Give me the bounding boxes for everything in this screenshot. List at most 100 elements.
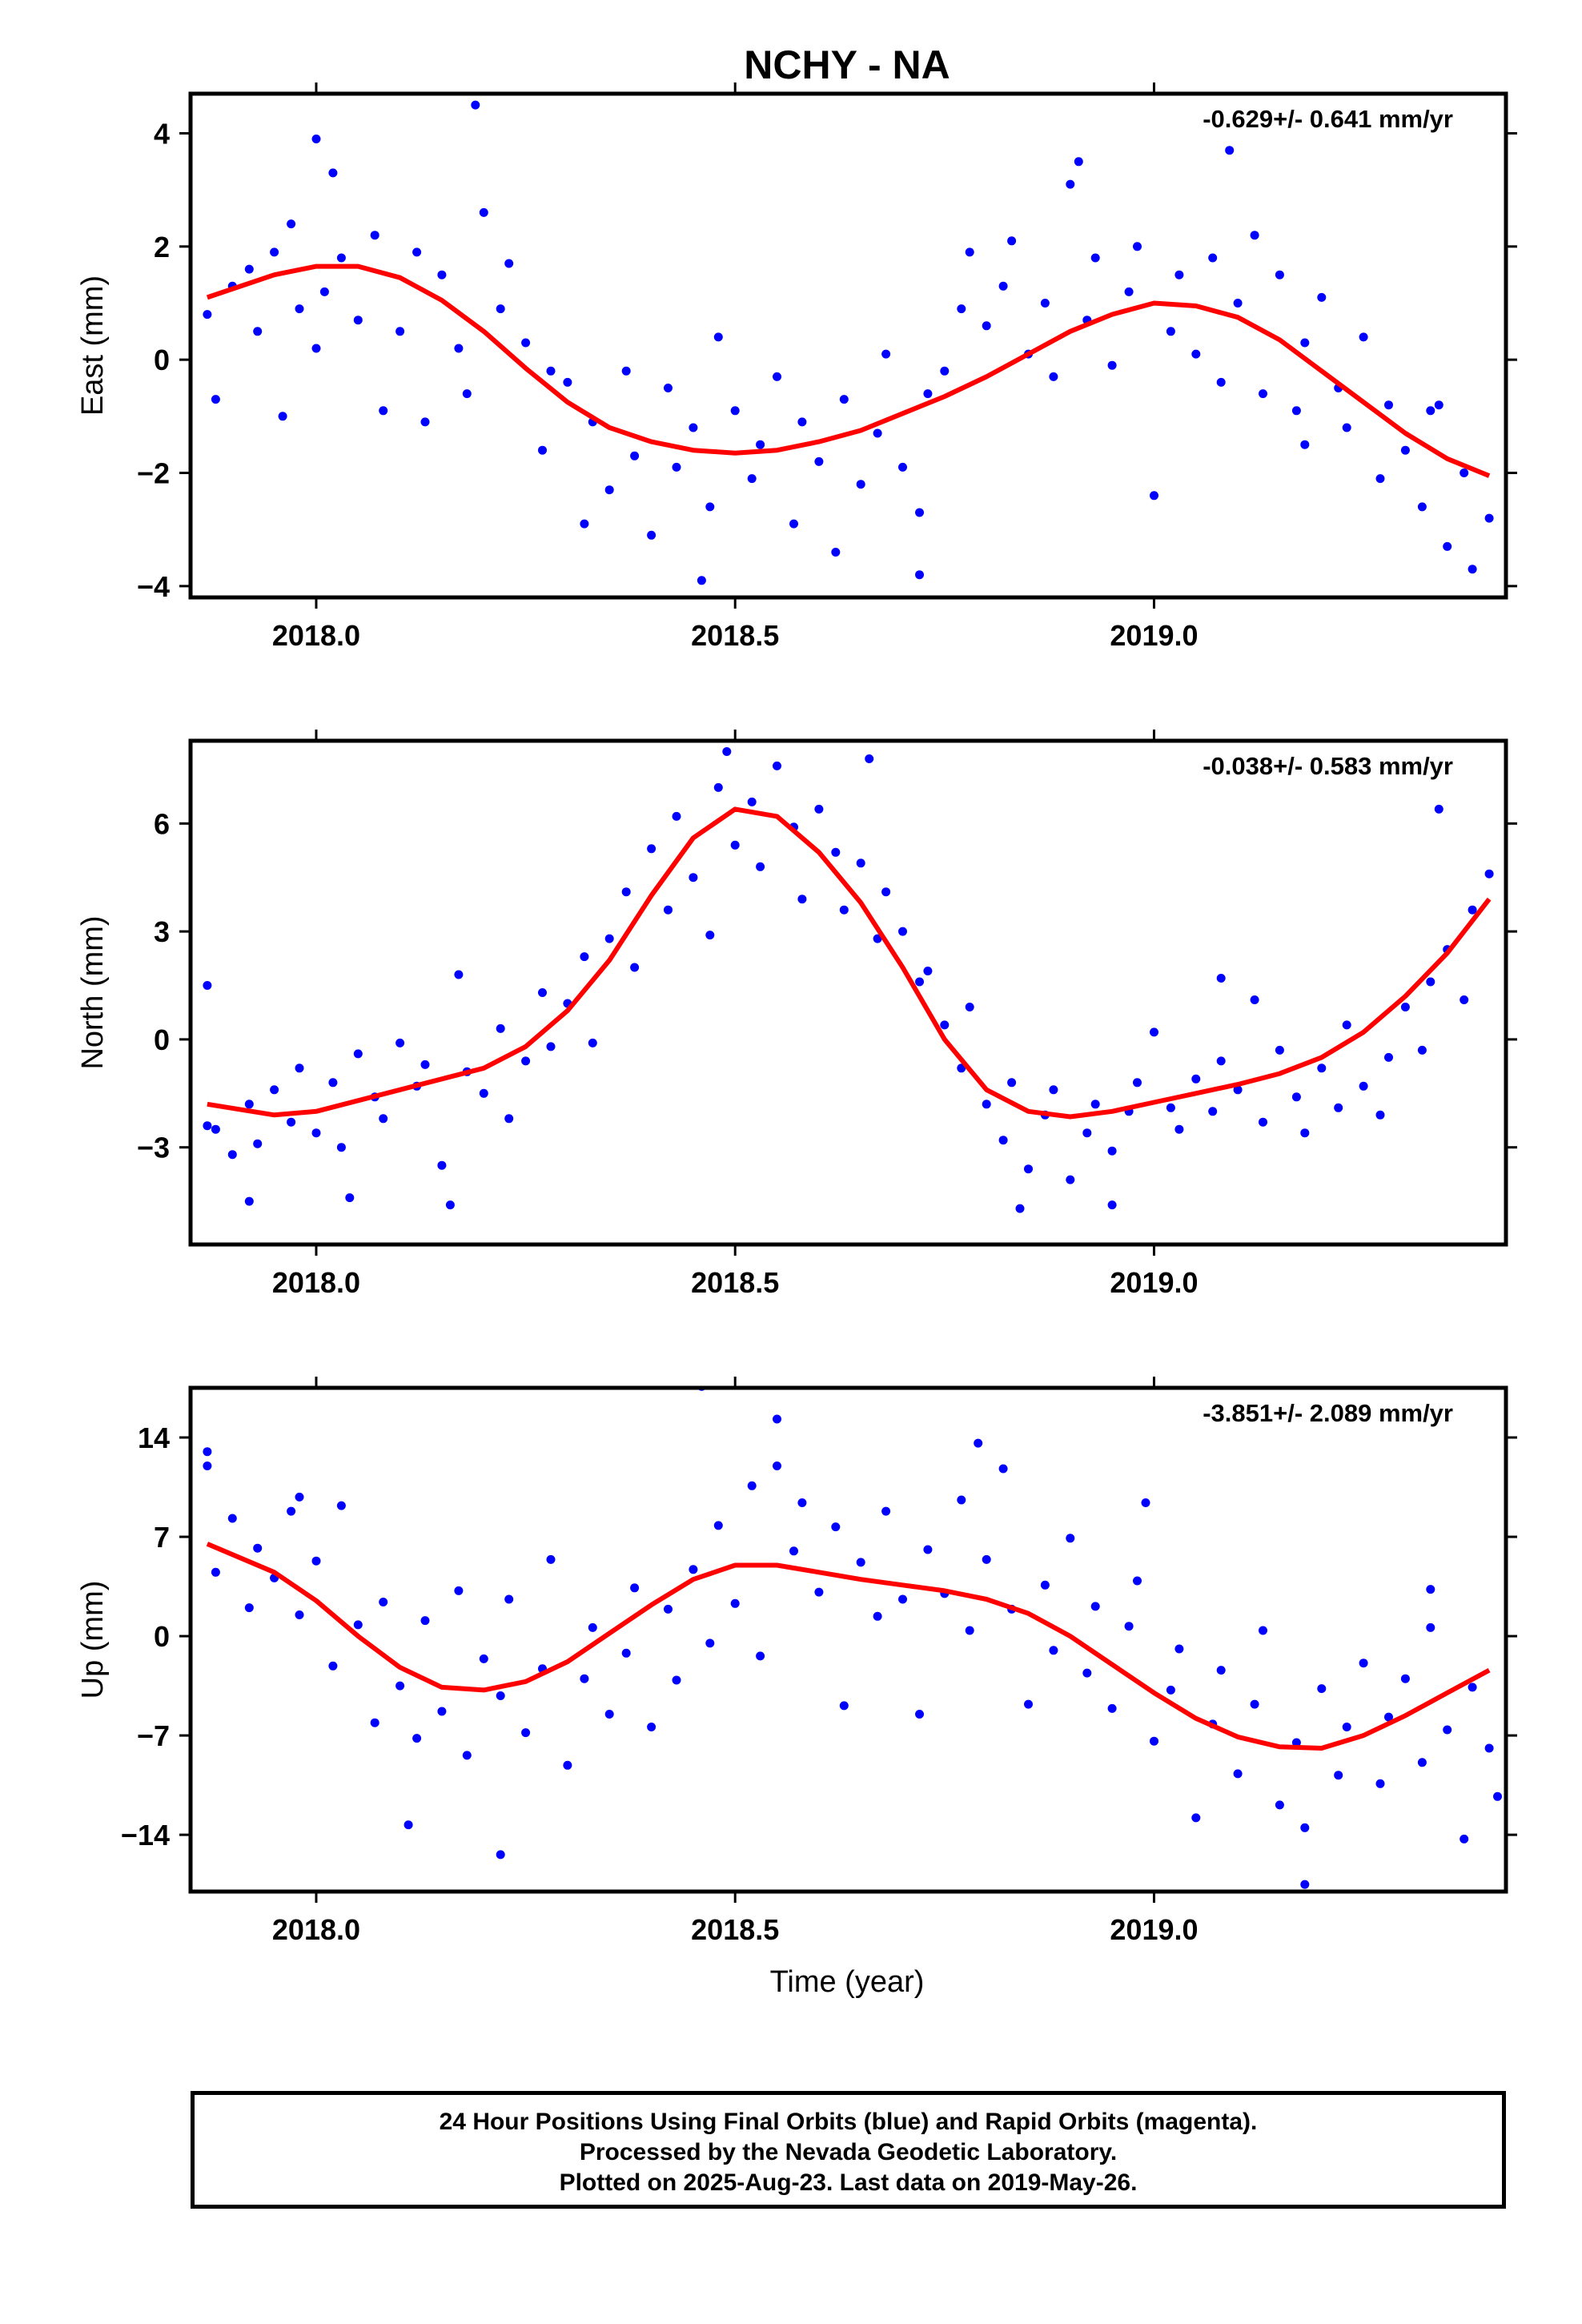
data-point (814, 1587, 824, 1597)
data-point (923, 967, 933, 975)
data-point (437, 270, 447, 279)
data-point (1417, 1045, 1427, 1055)
data-point (311, 135, 321, 143)
data-point (630, 451, 640, 460)
data-point (1007, 1078, 1017, 1088)
data-point (730, 840, 740, 850)
data-point (839, 1701, 849, 1711)
data-point (311, 344, 321, 353)
data-point (1107, 1200, 1117, 1210)
data-point (328, 1661, 338, 1671)
data-point (672, 1675, 681, 1685)
data-point (1174, 1124, 1184, 1134)
y-tick-label: 0 (154, 1620, 170, 1653)
data-points (203, 1388, 1502, 1889)
data-point (797, 895, 807, 904)
data-point (1233, 1085, 1243, 1095)
data-point (1468, 905, 1477, 915)
data-point (1359, 332, 1368, 342)
data-point (420, 417, 430, 427)
x-tick-label: 2018.0 (272, 1266, 360, 1299)
data-point (722, 747, 732, 756)
data-point (1417, 502, 1427, 512)
data-point (211, 1124, 220, 1134)
data-point (1417, 1758, 1427, 1767)
data-point (479, 1654, 488, 1663)
data-point (689, 423, 698, 432)
data-point (1342, 1723, 1351, 1731)
data-point (1250, 231, 1259, 240)
data-point (672, 811, 681, 821)
data-point (965, 247, 974, 257)
data-point (270, 247, 279, 257)
data-point (504, 259, 514, 268)
data-point (873, 1611, 882, 1621)
data-point (244, 1196, 254, 1206)
data-point (328, 1078, 338, 1088)
data-point (580, 519, 589, 529)
data-point (756, 1651, 765, 1661)
data-point (1375, 474, 1385, 484)
data-point (278, 412, 287, 421)
data-point (203, 310, 212, 320)
data-point (1400, 1003, 1410, 1011)
data-point (621, 887, 631, 897)
data-point (504, 1114, 514, 1124)
data-point (345, 1193, 355, 1203)
data-point (915, 1710, 924, 1719)
data-point (1375, 1779, 1385, 1788)
data-point (420, 1059, 430, 1069)
data-point (797, 1498, 807, 1507)
data-point (664, 1604, 673, 1614)
y-tick-label: 7 (154, 1521, 170, 1554)
data-point (1233, 299, 1243, 308)
footer-line-2: Processed by the Nevada Geodetic Laborat… (579, 2139, 1118, 2165)
data-point (940, 1020, 950, 1030)
data-point (664, 905, 673, 915)
data-point (1317, 1063, 1327, 1073)
data-point (1300, 1128, 1310, 1138)
x-tick-label: 2018.5 (691, 1913, 779, 1946)
data-point (454, 970, 464, 979)
data-point (1443, 1725, 1452, 1735)
data-point (1124, 1622, 1134, 1631)
data-point (1250, 1699, 1259, 1709)
data-point (521, 338, 531, 348)
y-axis-label: North (mm) (76, 915, 110, 1069)
data-point (546, 366, 556, 376)
data-point (588, 1038, 597, 1047)
fit-line (207, 806, 1492, 1120)
data-point (203, 1447, 212, 1457)
y-tick-label: 0 (154, 1023, 170, 1056)
y-tick-label: 2 (154, 231, 170, 263)
data-point (713, 1521, 723, 1530)
data-point (1150, 491, 1158, 501)
data-point (881, 349, 891, 359)
data-point (471, 100, 480, 110)
data-points (203, 100, 1494, 585)
data-point (396, 1681, 405, 1691)
data-point (1342, 423, 1351, 432)
data-point (1216, 974, 1226, 983)
data-point (496, 304, 505, 314)
data-point (1150, 1027, 1158, 1037)
data-points (203, 747, 1494, 1213)
data-point (396, 327, 405, 336)
data-point (1300, 440, 1310, 449)
data-point (1107, 1146, 1117, 1156)
data-point (1074, 157, 1083, 167)
y-tick-label: −14 (121, 1819, 170, 1852)
data-point (211, 1567, 220, 1577)
data-point (998, 281, 1008, 291)
data-point (873, 934, 882, 943)
data-point (1434, 804, 1443, 814)
x-tick-label: 2018.5 (691, 619, 779, 652)
data-point (982, 1554, 991, 1564)
data-point (965, 1626, 974, 1635)
data-point (227, 1150, 237, 1160)
data-point (1082, 1128, 1092, 1138)
data-point (311, 1556, 321, 1566)
data-point (1216, 1666, 1226, 1675)
y-tick-label: 3 (154, 915, 170, 948)
y-axis-label: Up (mm) (76, 1581, 110, 1699)
